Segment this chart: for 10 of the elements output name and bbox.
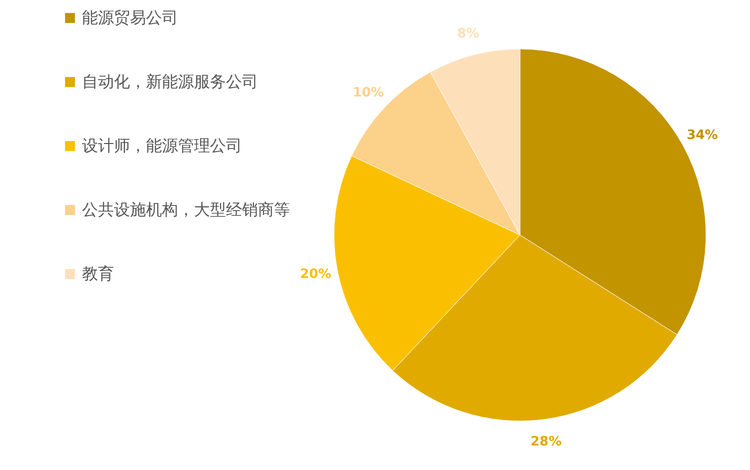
data-label: 34%: [686, 128, 718, 143]
data-label: 28%: [530, 434, 562, 450]
legend-label: 公共设施机构，大型经销商等: [82, 200, 290, 219]
legend-label: 能源贸易公司: [82, 8, 178, 27]
data-label: 10%: [352, 86, 384, 101]
data-label: 8%: [457, 26, 480, 42]
legend-label: 教育: [82, 264, 114, 283]
legend-label: 设计师，能源管理公司: [82, 136, 242, 155]
data-label: 20%: [300, 266, 332, 282]
legend-label: 自动化，新能源服务公司: [82, 72, 258, 91]
